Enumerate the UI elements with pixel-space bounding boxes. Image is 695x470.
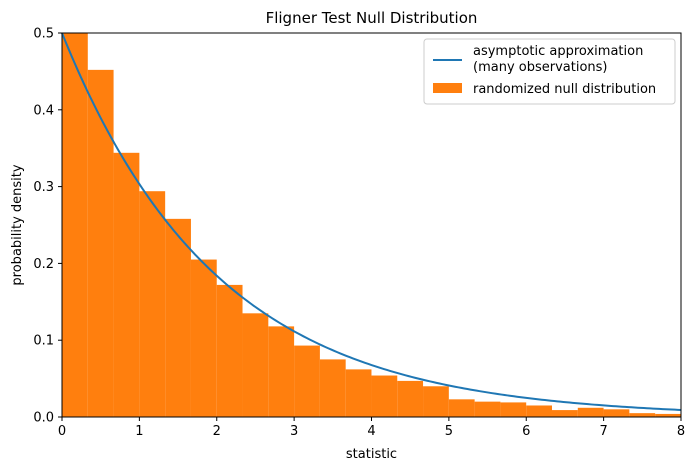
histogram-bar <box>655 413 681 417</box>
histogram-bar <box>294 345 320 417</box>
histogram-bar <box>165 218 191 417</box>
histogram-bar <box>371 375 398 417</box>
x-tick-label: 3 <box>290 424 298 439</box>
x-tick-label: 8 <box>677 424 685 439</box>
y-ticks: 0.0 0.1 0.2 0.3 0.4 0.5 <box>33 27 62 426</box>
y-tick-label: 0.3 <box>33 180 54 195</box>
histogram-bar <box>216 284 243 417</box>
histogram-bar <box>268 326 295 417</box>
histogram-bar <box>526 405 552 417</box>
legend: asymptotic approximation (many observati… <box>423 38 676 105</box>
y-tick-label: 0.0 <box>33 411 54 426</box>
x-tick-label: 1 <box>135 424 143 439</box>
y-axis-label: probability density <box>10 164 25 285</box>
histogram-bar <box>423 386 449 417</box>
x-tick-label: 0 <box>58 424 66 439</box>
histogram-bar <box>500 402 527 417</box>
x-tick-label: 5 <box>445 424 453 439</box>
histogram-bar <box>345 369 372 417</box>
legend-label-randomized: randomized null distribution <box>473 82 656 97</box>
legend-box <box>423 38 676 105</box>
histogram-bar <box>577 407 604 417</box>
histogram-bar <box>397 380 424 417</box>
histogram-bar <box>190 259 217 417</box>
histogram-bar <box>603 409 630 417</box>
asymptotic-curve <box>61 32 682 411</box>
y-tick-label: 0.1 <box>33 334 54 349</box>
histogram-bar <box>139 191 166 417</box>
histogram-bar <box>629 413 656 417</box>
x-tick-label: 4 <box>367 424 375 439</box>
histogram-bar <box>87 69 114 417</box>
x-ticks: 0 1 2 3 4 5 6 7 8 <box>58 417 685 439</box>
histogram-bar <box>113 152 140 418</box>
legend-bar-swatch <box>433 83 462 93</box>
legend-label-asymptotic-line1: asymptotic approximation <box>473 44 643 59</box>
x-tick-label: 2 <box>213 424 221 439</box>
chart-title: Fligner Test Null Distribution <box>266 9 478 27</box>
histogram-bars <box>62 33 681 418</box>
x-tick-label: 7 <box>599 424 607 439</box>
x-axis-label: statistic <box>346 447 397 462</box>
y-tick-label: 0.4 <box>33 103 54 118</box>
x-tick-label: 6 <box>522 424 530 439</box>
histogram-bar <box>448 399 475 417</box>
y-tick-label: 0.5 <box>33 27 54 42</box>
histogram-bar <box>474 401 501 417</box>
histogram-bar <box>62 33 88 417</box>
legend-label-asymptotic-line2: (many observations) <box>473 60 608 75</box>
histogram-bar <box>319 359 346 417</box>
histogram-bar <box>242 313 269 417</box>
y-tick-label: 0.2 <box>33 257 54 272</box>
histogram-bar <box>551 410 578 417</box>
